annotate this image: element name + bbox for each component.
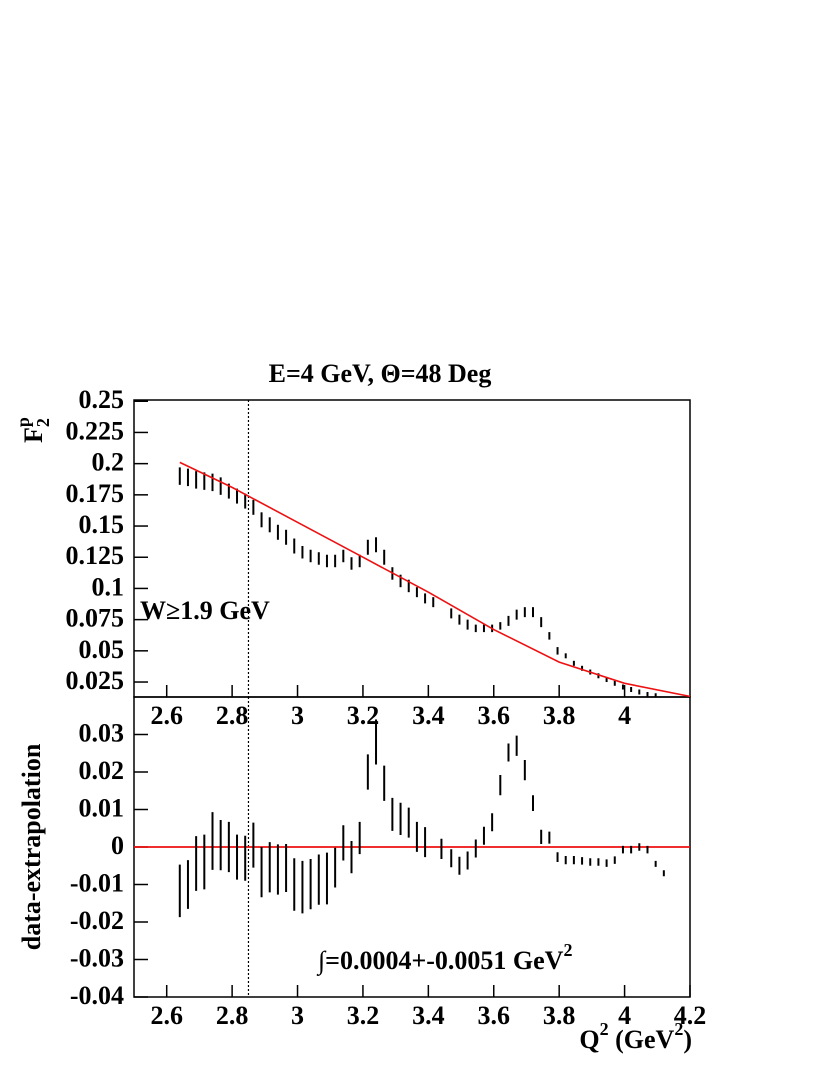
y-axis-label-part: F [19,427,48,443]
annotation: ∫=0.0004+-0.0051 GeV2 [316,940,572,976]
x-tick-label: 4.2 [674,1001,707,1030]
x-tick-label: 2.8 [216,1001,249,1030]
x-axis-label-part: 2 [674,1019,683,1039]
x-axis-label-part: (GeV [609,1025,675,1054]
y-tick-label: 0.25 [79,385,125,414]
x-axis-label-part: Q [579,1025,599,1054]
y-tick-label: 0.2 [92,448,125,477]
y-tick-label: 0.075 [66,604,125,633]
x-tick-label: 3.8 [543,701,576,730]
x-axis-label-part: ) [683,1025,692,1054]
x-tick-label: 3.4 [412,701,445,730]
y-tick-label: 0.05 [79,635,125,664]
x-tick-label: 3.4 [412,1001,445,1030]
annotation-part: ∫=0.0004+-0.0051 GeV [316,946,564,976]
y-tick-label: 0.025 [66,666,125,695]
y-tick-label: -0.01 [70,868,124,897]
y-axis-label-part: data-extrapolation [17,743,46,950]
x-tick-label: 2.8 [216,701,249,730]
y-tick-label: 0.125 [66,541,125,570]
y-axis-label: data-extrapolation [17,743,46,950]
x-tick-label: 3.6 [478,1001,511,1030]
y-axis-label-part: p [13,417,33,427]
chart-title: E=4 GeV, Θ=48 Deg [269,359,492,388]
y-axis-label: Fp2 [13,417,53,443]
fit-curve [179,461,690,697]
x-axis-label-part: 2 [600,1019,609,1039]
x-tick-label: 4 [618,1001,631,1030]
x-tick-label: 3.6 [478,701,511,730]
y-axis-label-part: 2 [33,418,53,427]
y-tick-label: 0.02 [79,756,125,785]
x-tick-label: 3.2 [347,701,380,730]
x-axis-label: Q2 (GeV2) [579,1019,692,1054]
y-tick-label: 0.225 [66,416,125,445]
y-tick-label: 0.1 [92,572,125,601]
y-tick-label: -0.03 [70,943,124,972]
annotation-part: 2 [563,940,572,960]
y-tick-label: 0 [111,831,124,860]
x-tick-label: 2.6 [150,701,183,730]
y-tick-label: -0.04 [70,981,124,1010]
y-tick-label: 0.01 [79,793,125,822]
y-tick-label: 0.15 [79,510,125,539]
x-tick-label: 3 [291,701,304,730]
top-frame [133,399,691,698]
x-tick-label: 3 [291,1001,304,1030]
x-tick-label: 3.2 [347,1001,380,1030]
y-tick-label: 0.03 [79,718,125,747]
x-tick-label: 4 [618,701,631,730]
x-tick-label: 3.8 [543,1001,576,1030]
x-tick-label: 2.6 [150,1001,183,1030]
y-tick-label: 0.175 [66,479,125,508]
annotation: W≥1.9 GeV [140,596,270,625]
y-tick-label: -0.02 [70,906,124,935]
